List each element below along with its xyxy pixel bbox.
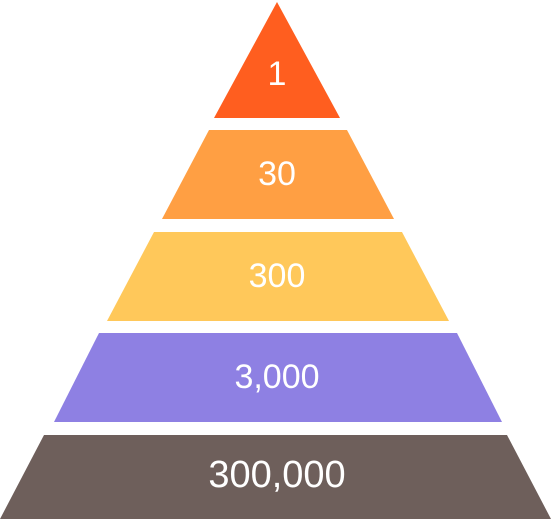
tier-label: 1 <box>268 55 287 93</box>
tier-shape <box>54 333 502 422</box>
pyramid-tier-2: 30 <box>162 130 394 219</box>
pyramid-tier-base: 300,000 <box>0 435 551 519</box>
tier-shape <box>107 232 449 321</box>
pyramid-tier-3: 300 <box>107 232 449 321</box>
pyramid-tier-top: 1 <box>214 2 340 118</box>
tier-label: 300,000 <box>208 454 345 496</box>
tier-label: 3,000 <box>234 358 319 396</box>
tier-label: 300 <box>249 257 306 295</box>
pyramid-tier-4: 3,000 <box>54 333 502 422</box>
tier-shape <box>214 2 340 118</box>
tier-label: 30 <box>258 155 296 193</box>
tier-shape <box>162 130 394 219</box>
tier-shape <box>0 435 551 519</box>
